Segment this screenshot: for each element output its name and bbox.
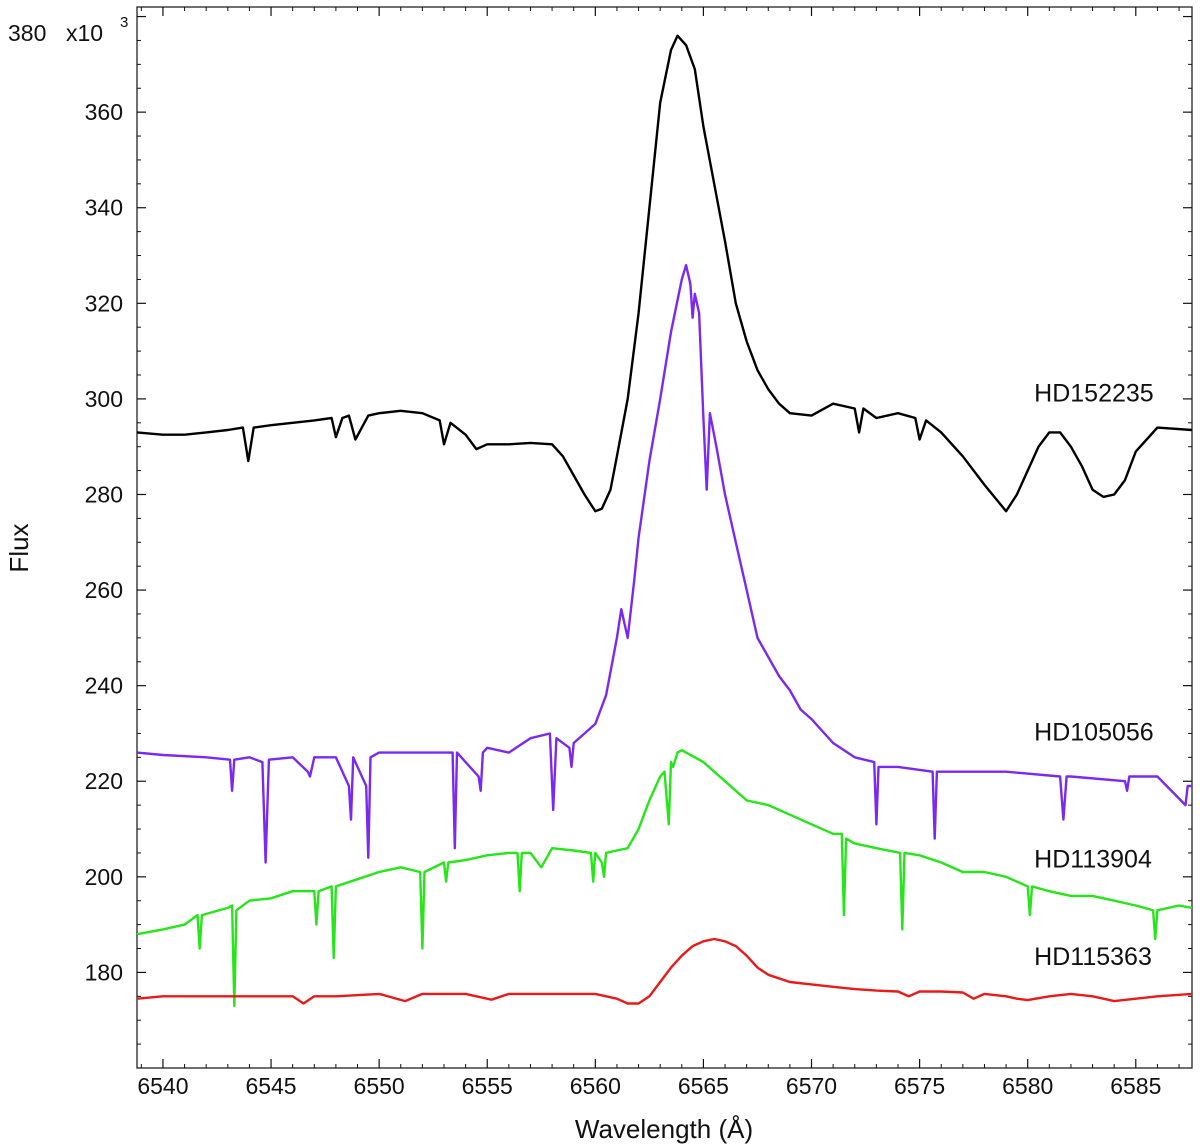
x-tick-label: 6545 xyxy=(245,1073,296,1099)
y-tick-label: 380 xyxy=(8,20,46,46)
x-tick-label: 6585 xyxy=(1110,1073,1161,1099)
x-tick-label: 6575 xyxy=(894,1073,945,1099)
y-axis-multiplier-label: x10 xyxy=(66,20,103,46)
series-line-hd113904 xyxy=(136,749,1193,1008)
y-axis-title: Flux xyxy=(4,523,34,572)
y-tick-label: 240 xyxy=(85,673,123,699)
series-label-hd115363: HD115363 xyxy=(1034,943,1152,971)
y-tick-label: 360 xyxy=(85,99,123,125)
y-tick-label: 260 xyxy=(85,577,123,603)
axis-ticks: 6540 6545 6550 6555 6560 6565 6570 6575 6580 6585… xyxy=(8,7,1192,1099)
plot-area-frame xyxy=(136,6,1193,1069)
x-tick-label: 6555 xyxy=(462,1073,513,1099)
series-label-hd152235: HD152235 xyxy=(1034,379,1154,407)
y-tick-label: 180 xyxy=(85,959,123,985)
series-line-hd105056 xyxy=(136,263,1192,864)
x-tick-label: 6580 xyxy=(1002,1073,1053,1099)
series-line-hd152235 xyxy=(136,34,1193,513)
y-axis-multiplier-exponent: 3 xyxy=(120,14,128,31)
x-tick-label: 6540 xyxy=(137,1073,188,1099)
y-tick-label: 300 xyxy=(85,386,123,412)
y-tick-label: 340 xyxy=(85,195,123,221)
x-tick-label: 6570 xyxy=(786,1073,837,1099)
x-axis-title: Wavelength (Å) xyxy=(575,1114,753,1144)
series-label-hd105056: HD105056 xyxy=(1034,719,1154,747)
x-tick-label: 6560 xyxy=(570,1073,621,1099)
series-label-hd113904: HD113904 xyxy=(1034,845,1152,873)
y-tick-label: 220 xyxy=(85,768,123,794)
x-tick-label: 6550 xyxy=(354,1073,405,1099)
y-tick-label: 280 xyxy=(85,481,123,507)
x-tick-label: 6565 xyxy=(678,1073,729,1099)
series-line-hd115363 xyxy=(136,937,1193,1005)
series-layer xyxy=(136,34,1193,1008)
y-tick-label: 320 xyxy=(85,290,123,316)
y-tick-label: 200 xyxy=(85,864,123,890)
series-labels: HD152235 HD105056 HD113904 HD115363 xyxy=(1034,379,1154,971)
